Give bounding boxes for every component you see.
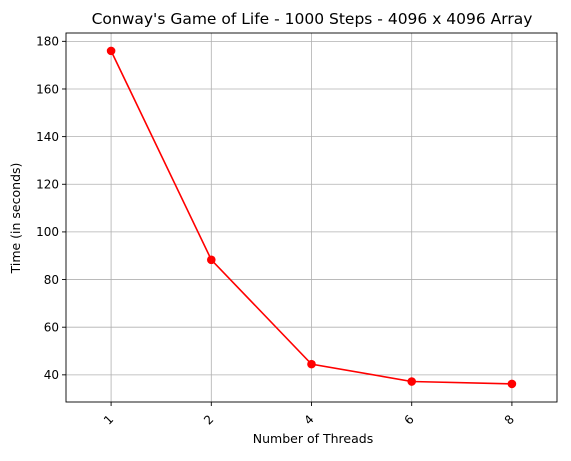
data-point xyxy=(507,379,517,389)
y-tick-label: 180 xyxy=(36,35,59,49)
y-tick-label: 120 xyxy=(36,178,59,192)
y-tick-label: 60 xyxy=(44,320,59,334)
data-point xyxy=(206,255,216,265)
x-axis-label: Number of Threads xyxy=(253,431,373,446)
axes xyxy=(62,32,558,406)
chart-title: Conway's Game of Life - 1000 Steps - 409… xyxy=(92,10,533,28)
y-tick-label: 140 xyxy=(36,130,59,144)
y-tick-label: 40 xyxy=(44,368,59,382)
y-tick-label: 100 xyxy=(36,225,59,239)
data-point xyxy=(407,377,417,386)
data-point xyxy=(106,46,116,56)
data-point xyxy=(307,359,316,369)
y-tick-label: 80 xyxy=(44,273,59,287)
y-axis-label: Time (in seconds) xyxy=(8,163,23,275)
grid xyxy=(66,33,557,402)
series-layer xyxy=(106,46,517,389)
y-tick-label: 160 xyxy=(36,82,59,96)
